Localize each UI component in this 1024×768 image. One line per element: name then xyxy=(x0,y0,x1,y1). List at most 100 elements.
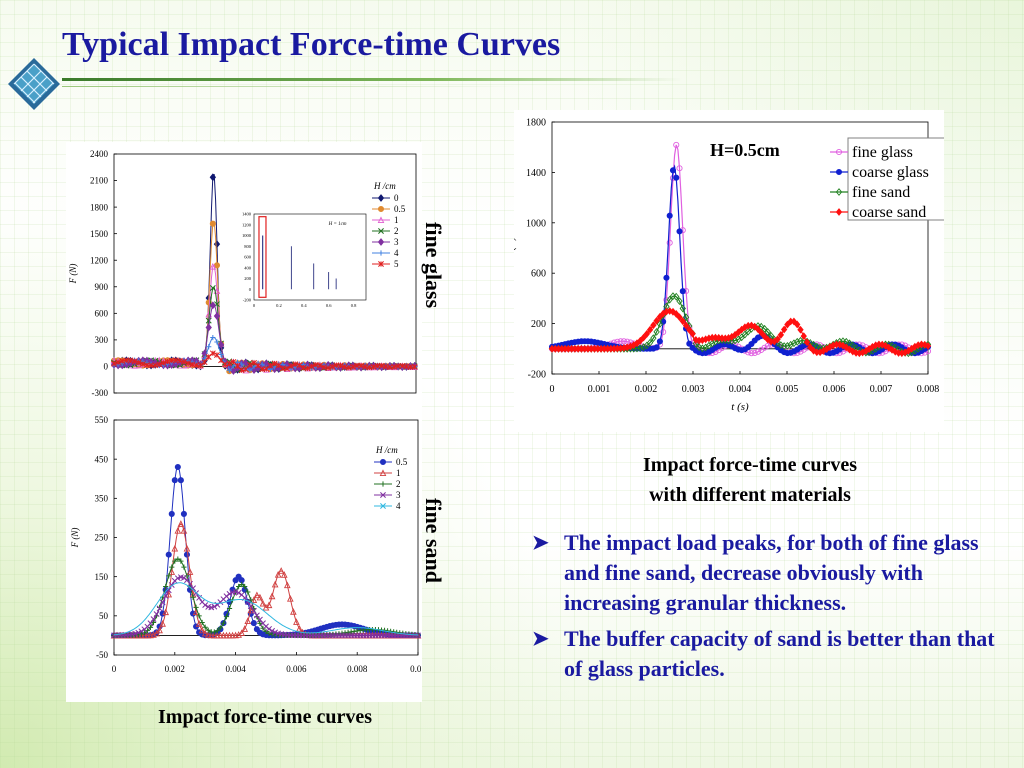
series-point xyxy=(337,362,344,369)
series-point xyxy=(256,593,264,601)
series-point xyxy=(115,359,122,366)
series-point xyxy=(201,629,209,637)
series-point xyxy=(712,337,719,346)
series-point xyxy=(666,212,673,219)
series-point xyxy=(214,339,220,345)
series-point xyxy=(213,287,221,294)
legend-entry: 4 xyxy=(396,501,401,511)
legend-entry: coarse glass xyxy=(852,164,929,181)
series-point xyxy=(209,262,217,270)
series-point xyxy=(165,587,172,594)
series-point xyxy=(204,631,212,638)
series-point xyxy=(296,362,303,369)
series-point xyxy=(784,341,791,350)
series-point xyxy=(206,344,212,350)
series-point xyxy=(787,340,794,349)
arrow-bullet-icon: ➤ xyxy=(532,532,549,554)
series-point xyxy=(794,337,801,346)
series-point xyxy=(682,321,690,330)
side-label-glass: fine glass xyxy=(421,222,446,309)
series-point xyxy=(183,544,191,552)
chart-materials: -200 200 600 1000 1400 1800 0 0.001 0.002 0.003 0.… xyxy=(506,118,955,413)
series-point xyxy=(209,173,217,182)
y-tick-label: 1000 xyxy=(526,218,546,229)
series-line xyxy=(113,582,418,636)
y-tick-label: -50 xyxy=(96,650,108,660)
caption-left: Impact force-time curves xyxy=(158,706,372,728)
bullet-list: ➤ The impact load peaks, for both of fin… xyxy=(532,528,1002,690)
series-point xyxy=(247,606,255,614)
series-point xyxy=(153,611,160,618)
series-4 xyxy=(113,582,418,636)
series-point xyxy=(682,313,690,322)
y-tick-label: 1800 xyxy=(90,202,109,212)
series-point xyxy=(275,362,282,369)
series-point xyxy=(846,345,853,354)
y-tick-label: 1500 xyxy=(90,229,109,239)
series-point xyxy=(156,626,163,634)
series-point xyxy=(794,320,801,329)
y-tick-label: 250 xyxy=(95,533,109,543)
y-tick-label: 900 xyxy=(95,282,109,292)
series-point xyxy=(800,332,807,341)
series-point xyxy=(213,240,221,249)
series-point xyxy=(159,599,166,606)
series-point xyxy=(797,325,804,334)
plot-frame xyxy=(113,153,417,394)
series-point xyxy=(266,625,272,632)
y-tick-label: 350 xyxy=(95,493,109,503)
series-point xyxy=(663,274,670,281)
y-tick-label: 2100 xyxy=(90,176,109,186)
inset-y-tick-label: 600 xyxy=(244,255,252,260)
y-tick-label: 1200 xyxy=(90,255,109,265)
legend-entry: 1 xyxy=(394,215,399,225)
series-point xyxy=(153,629,160,637)
series-point xyxy=(656,312,664,321)
legend-marker xyxy=(380,481,386,487)
legend-entry: 5 xyxy=(394,259,399,269)
series-point xyxy=(807,343,814,352)
series-point xyxy=(196,594,203,601)
plot-frame xyxy=(113,419,419,656)
series-point xyxy=(774,335,781,344)
series-point xyxy=(650,334,657,343)
series-point xyxy=(190,585,196,592)
series-point xyxy=(135,359,142,366)
series-point xyxy=(673,310,680,318)
series-point xyxy=(185,360,192,367)
inset-y-tick-label: 1000 xyxy=(242,233,252,238)
series-point xyxy=(236,583,242,590)
x-tick-label: 0.004 xyxy=(225,664,246,674)
series-point xyxy=(790,317,798,326)
series-point xyxy=(325,365,332,371)
inset-frame xyxy=(253,213,367,301)
series-point xyxy=(669,167,677,174)
series-point xyxy=(290,608,297,615)
series-point xyxy=(181,564,187,570)
series-point xyxy=(213,312,221,320)
series-point xyxy=(226,367,232,373)
series-point xyxy=(242,359,249,367)
series-point xyxy=(286,594,294,602)
series-point xyxy=(214,628,220,634)
inset-x-tick-label: 0.6 xyxy=(326,303,332,308)
series-point xyxy=(166,573,172,579)
series-point xyxy=(205,317,212,324)
series-point xyxy=(673,174,680,181)
series-point xyxy=(150,616,157,623)
series-point xyxy=(758,328,765,337)
inset-y-tick-label: 400 xyxy=(244,265,252,270)
series-point xyxy=(879,340,886,349)
y-tick-label: 600 xyxy=(531,269,546,280)
series-point xyxy=(849,347,856,356)
series-point xyxy=(754,325,762,334)
series-point xyxy=(209,220,216,227)
series-point xyxy=(358,362,365,369)
legend-entry: 1 xyxy=(396,468,401,478)
series-point xyxy=(263,628,269,635)
series-point xyxy=(748,350,755,357)
series-point xyxy=(177,520,185,527)
x-tick-label: 0.008 xyxy=(347,664,368,674)
